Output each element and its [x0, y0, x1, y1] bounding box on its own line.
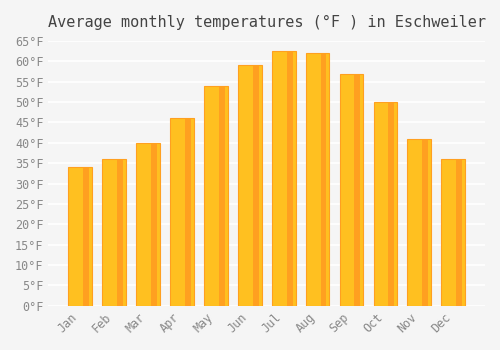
Bar — [456, 159, 462, 306]
Bar — [204, 86, 228, 306]
Bar — [68, 167, 92, 306]
Bar — [170, 118, 194, 306]
Bar — [422, 139, 428, 306]
Bar — [252, 65, 258, 306]
Bar — [151, 143, 157, 306]
Bar — [238, 65, 262, 306]
Bar — [136, 143, 160, 306]
Bar — [185, 118, 191, 306]
Bar — [306, 53, 330, 306]
Bar — [272, 51, 295, 306]
Bar — [408, 139, 431, 306]
Bar — [219, 86, 224, 306]
Bar — [83, 167, 89, 306]
Bar — [320, 53, 326, 306]
Title: Average monthly temperatures (°F ) in Eschweiler: Average monthly temperatures (°F ) in Es… — [48, 15, 486, 30]
Bar — [374, 102, 398, 306]
Bar — [388, 102, 394, 306]
Bar — [442, 159, 465, 306]
Bar — [286, 51, 292, 306]
Bar — [117, 159, 123, 306]
Bar — [354, 74, 360, 306]
Bar — [340, 74, 363, 306]
Bar — [102, 159, 126, 306]
